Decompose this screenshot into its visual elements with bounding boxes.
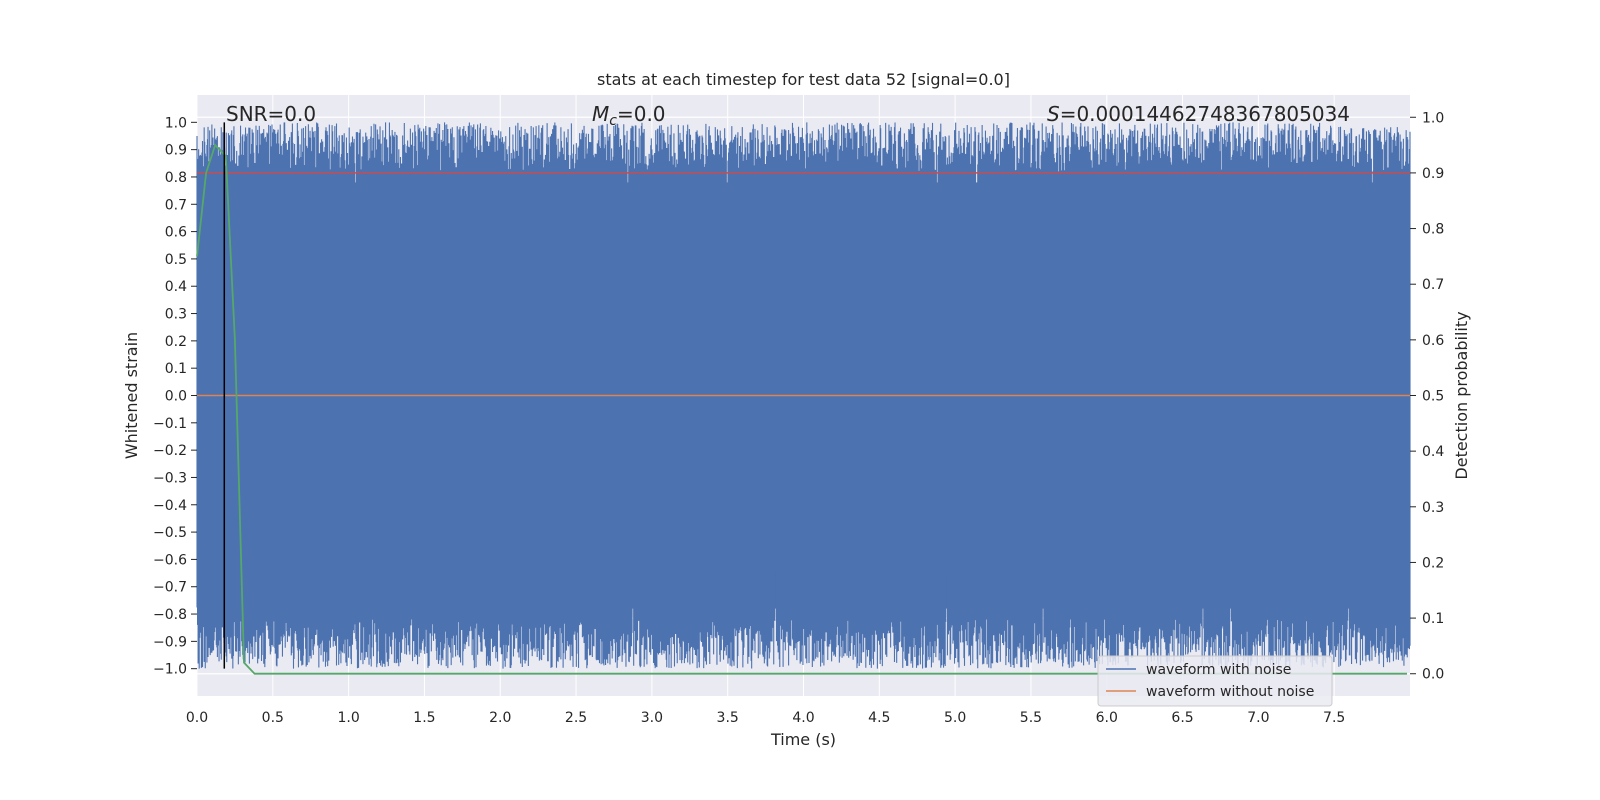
- mc-value: =0.0: [617, 102, 666, 126]
- y2-tick-label: 0.4: [1422, 444, 1444, 460]
- legend-label-with-noise: waveform with noise: [1146, 662, 1291, 678]
- x-tick-label: 4.0: [792, 710, 814, 726]
- y-tick-label: −1.0: [153, 662, 187, 678]
- x-tick-label: 3.0: [641, 710, 663, 726]
- y-axis-label: Whitened strain: [122, 332, 141, 459]
- y-tick-label: 1.0: [165, 115, 187, 131]
- y2-tick-label: 0.0: [1422, 667, 1444, 683]
- x-tick-label: 7.0: [1247, 710, 1269, 726]
- y-tick-label: −0.4: [153, 498, 187, 514]
- legend: waveform with noise waveform without noi…: [1097, 655, 1333, 707]
- y-tick-label: 0.1: [165, 361, 187, 377]
- y-axis-ticks: 1.0 0.9 0.8 0.7 0.6 0.5 0.4 0.3 0.2 0.1 0.0 −0.1 −0.…: [153, 115, 197, 678]
- y-tick-label: 0.4: [165, 279, 187, 295]
- mc-subscript: c: [609, 113, 617, 129]
- legend-label-without-noise: waveform without noise: [1146, 684, 1314, 700]
- s-value: =0.00014462748367805034: [1060, 102, 1350, 126]
- y2-tick-label: 0.1: [1422, 611, 1444, 627]
- s-annotation: S=0.00014462748367805034: [1047, 102, 1350, 126]
- x-tick-label: 1.5: [413, 710, 435, 726]
- y-tick-label: 0.2: [165, 334, 187, 350]
- y-tick-label: 0.9: [165, 143, 187, 159]
- x-tick-label: 5.5: [1020, 710, 1042, 726]
- y-tick-label: −0.1: [153, 416, 187, 432]
- x-tick-label: 6.0: [1096, 710, 1118, 726]
- x-tick-label: 4.5: [868, 710, 890, 726]
- x-tick-label: 1.0: [337, 710, 359, 726]
- x-tick-label: 5.0: [944, 710, 966, 726]
- x-tick-label: 3.5: [717, 710, 739, 726]
- legend-box: [1097, 655, 1333, 707]
- y-tick-label: −0.5: [153, 525, 187, 541]
- s-symbol: S: [1047, 102, 1060, 126]
- x-tick-label: 0.0: [186, 710, 208, 726]
- x-tick-label: 0.5: [262, 710, 284, 726]
- y2-tick-label: 0.6: [1422, 333, 1444, 349]
- y2-tick-label: 0.9: [1422, 166, 1444, 182]
- y-tick-label: 0.0: [165, 389, 187, 405]
- mc-annotation: Mc=0.0: [592, 102, 666, 129]
- y-tick-label: −0.8: [153, 607, 187, 623]
- y-tick-label: −0.3: [153, 470, 187, 486]
- y2-axis-ticks: 1.0 0.9 0.8 0.7 0.6 0.5 0.4 0.3 0.2 0.1 0.0: [1410, 110, 1444, 683]
- y-tick-label: 0.7: [165, 197, 187, 213]
- x-axis-ticks: 0.0 0.5 1.0 1.5 2.0 2.5 3.0 3.5 4.0 4.5 5.0 5.5 6.0 6…: [186, 710, 1345, 726]
- series-detection-probability: [196, 143, 1407, 675]
- y2-tick-label: 0.5: [1422, 389, 1444, 405]
- y2-tick-label: 0.8: [1422, 222, 1444, 238]
- y-tick-label: −0.9: [153, 634, 187, 650]
- snr-annotation: SNR=0.0: [226, 102, 316, 126]
- x-tick-label: 2.0: [489, 710, 511, 726]
- y2-tick-label: 0.2: [1422, 555, 1444, 571]
- y2-tick-label: 0.3: [1422, 500, 1444, 516]
- y2-tick-label: 0.7: [1422, 277, 1444, 293]
- y2-tick-label: 1.0: [1422, 110, 1444, 126]
- y-tick-label: 0.5: [165, 252, 187, 268]
- x-axis-label: Time (s): [770, 730, 836, 749]
- x-tick-label: 6.5: [1171, 710, 1193, 726]
- y-tick-label: 0.3: [165, 307, 187, 323]
- y-tick-label: −0.2: [153, 443, 187, 459]
- y-tick-label: −0.7: [153, 580, 187, 596]
- x-tick-label: 2.5: [565, 710, 587, 726]
- mc-symbol: M: [592, 102, 609, 126]
- y-tick-label: 0.8: [165, 170, 187, 186]
- chart-title: stats at each timestep for test data 52 …: [597, 70, 1010, 89]
- x-tick-label: 7.5: [1323, 710, 1345, 726]
- y-tick-label: 0.6: [165, 225, 187, 241]
- y2-axis-label: Detection probability: [1452, 311, 1471, 479]
- y-tick-label: −0.6: [153, 552, 187, 568]
